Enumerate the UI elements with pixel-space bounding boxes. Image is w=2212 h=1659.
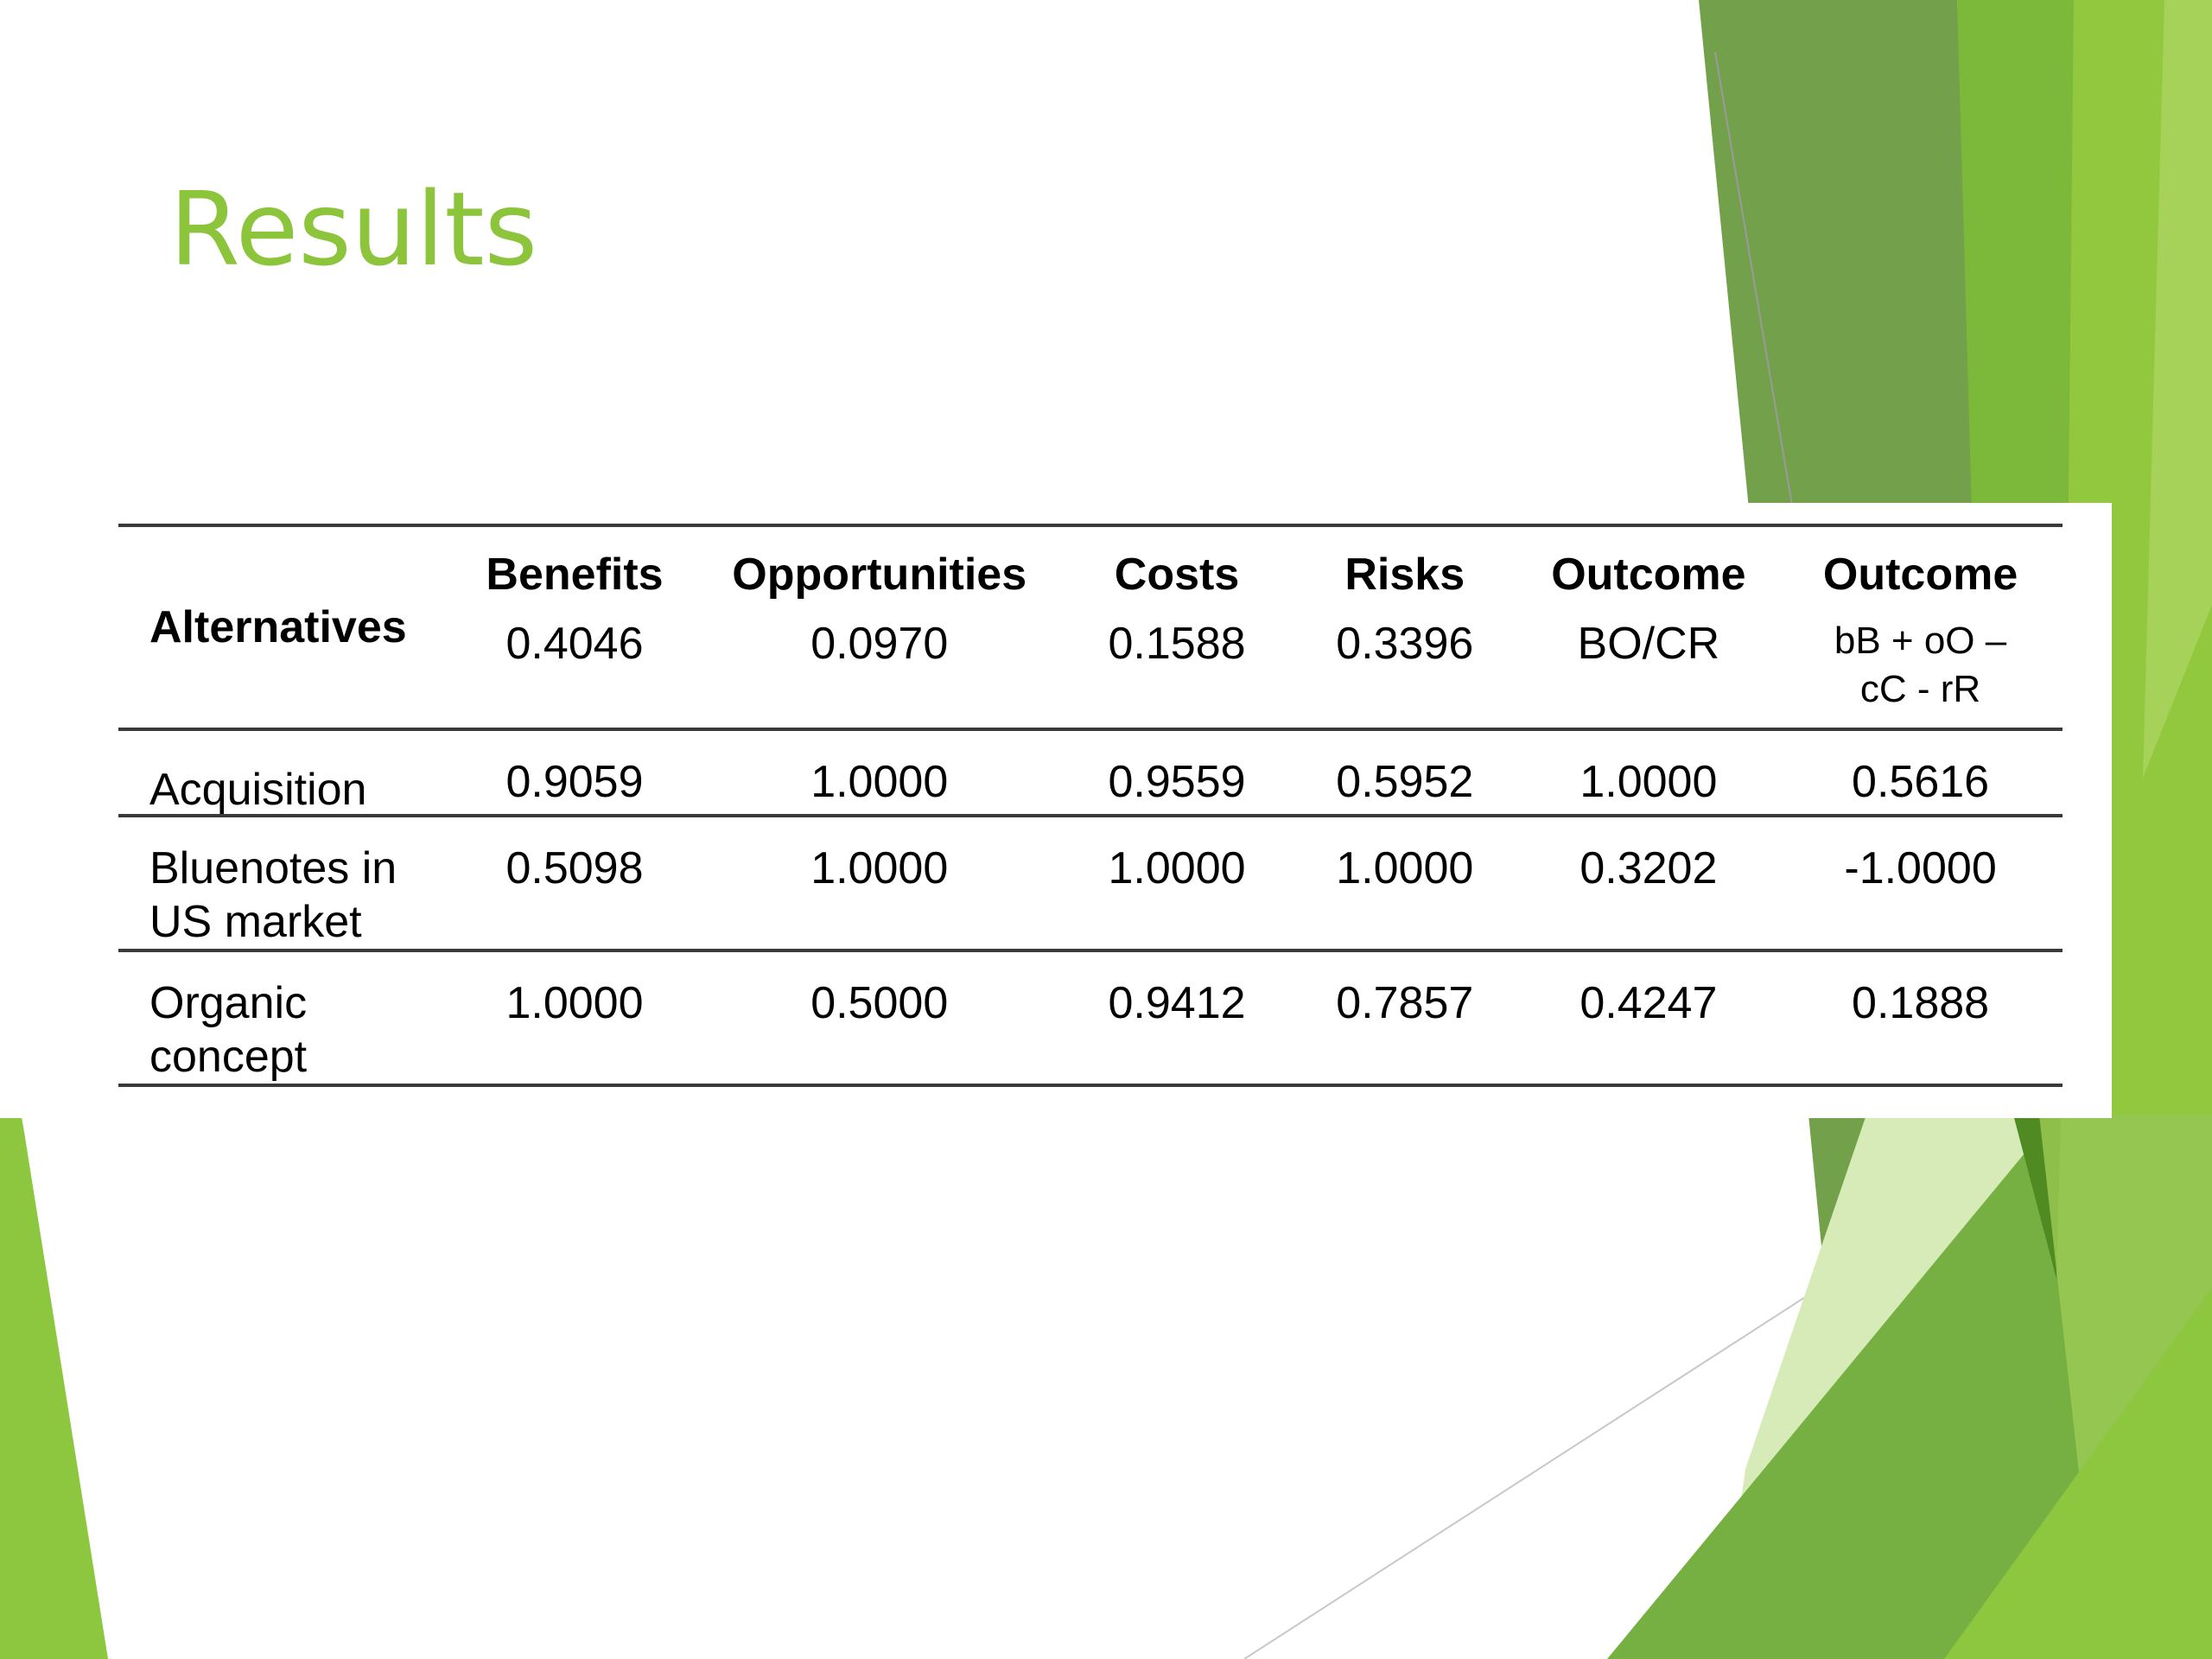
column-name: Benefits — [486, 550, 664, 600]
row-label: Bluenotes in US market — [118, 816, 454, 952]
cell-opportunities: 1.0000 — [696, 729, 1064, 817]
column-name: Outcome — [1822, 550, 2018, 600]
results-table: Alternatives Benefits 0.4046 Opportuniti… — [118, 524, 2063, 1087]
cell-costs: 0.9412 — [1063, 950, 1291, 1087]
table-row: Bluenotes in US market 0.5098 1.0000 1.0… — [118, 816, 2063, 952]
column-weight: 0.0970 — [810, 619, 949, 669]
table-row: Acquisition 0.9059 1.0000 0.9559 0.5952 … — [118, 729, 2063, 817]
cell-outcome-ratio: 1.0000 — [1518, 729, 1779, 817]
table-header: Alternatives Benefits 0.4046 Opportuniti… — [118, 524, 2063, 731]
column-header-outcome-sum: Outcome bB + oO – cC - rR — [1778, 524, 2063, 731]
cell-benefits: 0.9059 — [453, 729, 696, 817]
cell-opportunities: 1.0000 — [696, 816, 1064, 952]
cell-risks: 0.5952 — [1290, 729, 1519, 817]
column-name: Opportunities — [732, 550, 1027, 600]
header-row: Alternatives Benefits 0.4046 Opportuniti… — [118, 524, 2063, 731]
column-weight: 0.1588 — [1108, 619, 1246, 669]
column-weight: BO/CR — [1577, 619, 1720, 669]
column-header-outcome-ratio: Outcome BO/CR — [1518, 524, 1779, 731]
cell-risks: 0.7857 — [1290, 950, 1519, 1087]
row-label: Organic concept — [118, 950, 454, 1087]
column-header-risks: Risks 0.3396 — [1290, 524, 1519, 731]
column-header-costs: Costs 0.1588 — [1063, 524, 1291, 731]
cell-risks: 1.0000 — [1290, 816, 1519, 952]
column-header-opportunities: Opportunities 0.0970 — [696, 524, 1064, 731]
thin-line-1 — [1714, 51, 1798, 537]
column-weight: 0.3396 — [1336, 619, 1474, 669]
column-name: Outcome — [1551, 550, 1746, 600]
facet-bright-bottom — [1944, 1287, 2212, 1659]
column-name: Risks — [1344, 550, 1465, 600]
cell-costs: 0.9559 — [1063, 729, 1291, 817]
cell-outcome-sum: -1.0000 — [1778, 816, 2063, 952]
cell-outcome-sum: 0.1888 — [1778, 950, 2063, 1087]
column-header-benefits: Benefits 0.4046 — [453, 524, 696, 731]
cell-outcome-ratio: 0.3202 — [1518, 816, 1779, 952]
table-body: Acquisition 0.9059 1.0000 0.9559 0.5952 … — [118, 729, 2063, 1087]
cell-outcome-sum: 0.5616 — [1778, 729, 2063, 817]
cell-benefits: 0.5098 — [453, 816, 696, 952]
cell-opportunities: 0.5000 — [696, 950, 1064, 1087]
facet-light-edge — [2143, 0, 2212, 778]
table-panel: Alternatives Benefits 0.4046 Opportuniti… — [0, 503, 2112, 1118]
column-weight: 0.4046 — [505, 619, 644, 669]
table-row: Organic concept 1.0000 0.5000 0.9412 0.7… — [118, 950, 2063, 1087]
row-label: Acquisition — [118, 729, 454, 817]
cell-costs: 1.0000 — [1063, 816, 1291, 952]
column-name: Costs — [1114, 550, 1240, 600]
cell-outcome-ratio: 0.4247 — [1518, 950, 1779, 1087]
column-formula: bB + oO – cC - rR — [1834, 620, 2007, 710]
alternatives-header: Alternatives — [118, 524, 454, 731]
facet-left — [0, 994, 108, 1659]
slide-title: Results — [169, 169, 538, 289]
cell-benefits: 1.0000 — [453, 950, 696, 1087]
